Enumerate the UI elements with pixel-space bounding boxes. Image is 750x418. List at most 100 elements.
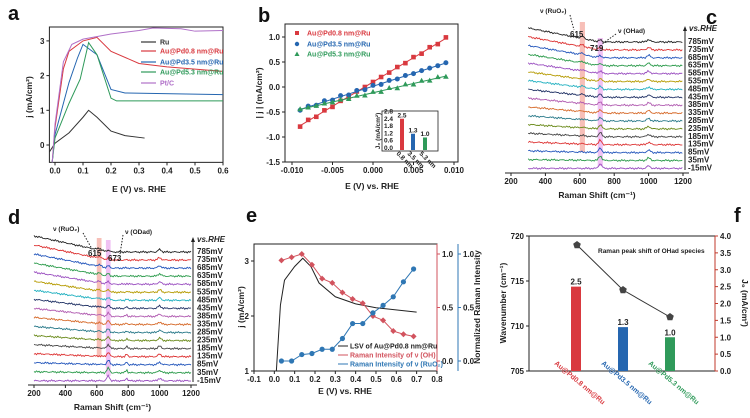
y-tick-label: 1.5 bbox=[720, 316, 732, 325]
panel-letter: d bbox=[8, 207, 20, 229]
y-axis-label: j (mA/cm²) bbox=[236, 286, 246, 329]
x-tick-label: 0.2 bbox=[105, 166, 117, 175]
data-point-diamond bbox=[288, 254, 295, 261]
spectrum-trace bbox=[528, 106, 683, 115]
data-point-circle bbox=[386, 77, 392, 83]
y-tick-label: 1 bbox=[40, 106, 45, 115]
x-tick-label: 0.7 bbox=[411, 375, 423, 384]
spectrum-trace bbox=[528, 163, 683, 171]
x-tick-label: -0.1 bbox=[247, 375, 261, 384]
spectrum-trace bbox=[33, 343, 192, 351]
panel-a-lsv-chart: 0.0 0.1 0.2 0.3 0.4 0.5 0.6 0 1 2 3 Ru Au@Pd0.8 nm@R… bbox=[24, 26, 229, 194]
x-axis-label: Raman Shift (cm⁻¹) bbox=[558, 190, 635, 200]
x-tick-label: 0.0 bbox=[49, 166, 61, 175]
spectrum-trace bbox=[33, 359, 192, 367]
potential-label: 185mV bbox=[688, 132, 714, 141]
data-point-square bbox=[322, 108, 327, 113]
adsorbate-band bbox=[105, 240, 111, 376]
data-point-square bbox=[443, 35, 449, 40]
legend-label: Ru bbox=[160, 40, 169, 47]
data-point-square bbox=[330, 104, 335, 110]
data-point bbox=[278, 358, 285, 364]
potential-axis-title: vs.RHE bbox=[197, 235, 226, 244]
legend-label: Au@Pd3.5 nm@Ru bbox=[160, 60, 223, 67]
ruo2-band bbox=[96, 238, 102, 356]
wavenumber-line bbox=[576, 244, 671, 318]
legend-label: Au@Pd3.5 nm@Ru bbox=[307, 42, 370, 49]
x-tick-label: 1000 bbox=[151, 389, 169, 398]
data-point-diamond bbox=[339, 289, 346, 296]
spectrum-trace bbox=[33, 374, 192, 383]
right-y-axis-label: J₀ (mA/cm²) bbox=[740, 279, 750, 327]
data-point-triangle bbox=[410, 81, 417, 87]
bar-value-label: 1.0 bbox=[664, 328, 676, 337]
inset-y-tick: 2.4 bbox=[384, 116, 393, 123]
bar bbox=[618, 327, 628, 371]
panel-letter: a bbox=[8, 3, 20, 25]
potential-label: 785mV bbox=[688, 37, 714, 46]
series-line bbox=[51, 27, 224, 163]
data-point-square bbox=[386, 70, 392, 75]
potential-label: 285mV bbox=[688, 116, 714, 125]
y-tick-label: 2.5 bbox=[720, 283, 732, 292]
legend-marker bbox=[295, 31, 299, 35]
potential-label: 135mV bbox=[688, 140, 714, 149]
spectrum-trace bbox=[33, 280, 192, 294]
data-point bbox=[360, 320, 366, 327]
y-tick-label: 3 bbox=[245, 257, 250, 266]
right-y-axis-label: Normalized Raman Intensity bbox=[472, 250, 482, 364]
spectrum-trace bbox=[527, 62, 683, 76]
y-tick-label: 4.0 bbox=[720, 232, 732, 241]
x-tick-label: 1200 bbox=[182, 389, 200, 398]
legend-label: Au@Pd5.3 nm@Ru bbox=[307, 52, 370, 59]
x-tick-label: 0.4 bbox=[350, 375, 362, 384]
data-point-triangle bbox=[337, 96, 344, 102]
potential-label: 585mV bbox=[197, 279, 223, 288]
x-axis-label: E (V) vs. RHE bbox=[345, 181, 399, 191]
x-tick-label: 0.6 bbox=[217, 166, 229, 175]
x-tick-label: -0.010 bbox=[281, 166, 304, 175]
data-point-diamond bbox=[278, 257, 285, 264]
spectrum-trace bbox=[527, 123, 683, 131]
potential-axis-arrow-icon bbox=[683, 26, 687, 31]
panel-letter: f bbox=[734, 205, 741, 227]
spectrum-trace bbox=[33, 298, 192, 310]
data-point-circle bbox=[354, 87, 360, 93]
adsorbate-annotation: ν (ODad) bbox=[125, 229, 152, 236]
data-point-circle bbox=[419, 68, 425, 74]
spectrum-trace bbox=[528, 71, 683, 84]
potential-label: 235mV bbox=[197, 336, 223, 345]
inset-y-tick: 1.8 bbox=[384, 123, 393, 130]
spectrum-trace bbox=[528, 131, 683, 139]
data-point bbox=[289, 358, 295, 364]
legend-marker bbox=[294, 51, 300, 56]
y-tick-label: 3.5 bbox=[720, 249, 732, 258]
data-point-triangle bbox=[354, 92, 360, 98]
data-point-circle bbox=[411, 71, 416, 77]
spectrum-trace bbox=[33, 262, 192, 278]
plot-frame bbox=[284, 23, 459, 163]
data-point-square bbox=[314, 114, 319, 120]
spectrum-trace bbox=[33, 352, 192, 359]
potential-axis-arrow-icon bbox=[191, 237, 195, 242]
chart-annotation: Raman peak shift of OHad species bbox=[598, 248, 705, 255]
y-tick-label: 1.0 bbox=[463, 250, 475, 259]
data-point bbox=[390, 294, 396, 300]
ruo2-peak-label: 615 bbox=[570, 30, 584, 39]
data-point-square bbox=[411, 54, 416, 60]
potential-label: -15mV bbox=[197, 376, 222, 385]
data-point bbox=[400, 279, 407, 285]
spectrum-trace bbox=[528, 88, 683, 99]
data-point-triangle bbox=[426, 77, 433, 83]
inset-y-tick: 0.0 bbox=[384, 145, 393, 152]
data-point-square bbox=[419, 51, 424, 56]
y-tick-label: 720 bbox=[511, 232, 525, 241]
data-point-circle bbox=[427, 65, 433, 71]
potential-label: 435mV bbox=[197, 303, 223, 312]
potential-label: 635mV bbox=[197, 271, 223, 280]
data-point-triangle bbox=[402, 81, 409, 87]
data-point bbox=[319, 346, 325, 352]
potential-label: 685mV bbox=[197, 263, 223, 272]
data-point-triangle bbox=[321, 100, 328, 106]
legend-label: Au@Pd0.8 nm@Ru bbox=[307, 31, 370, 38]
